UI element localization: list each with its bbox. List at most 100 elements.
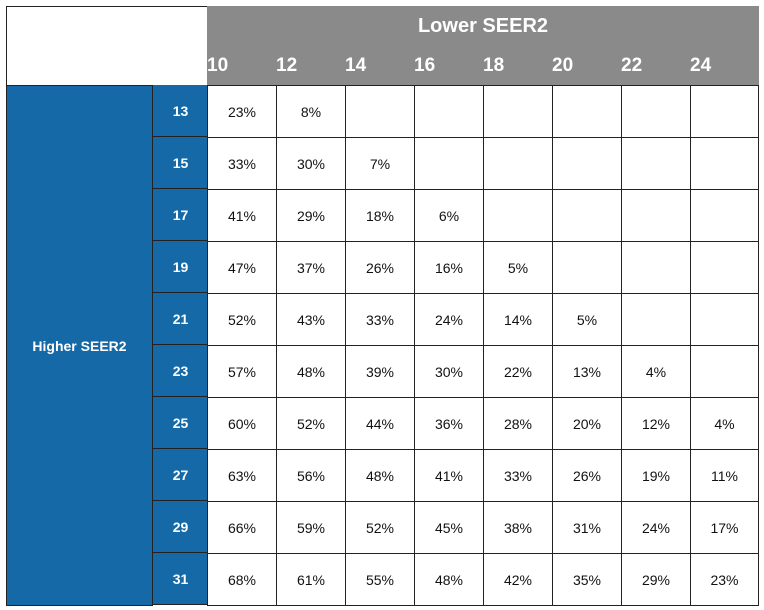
value-cell: 12% xyxy=(621,397,691,450)
value-cell: 35% xyxy=(552,553,622,606)
value-cell: 48% xyxy=(414,553,484,606)
value-cell: 26% xyxy=(345,241,415,294)
value-cell: 7% xyxy=(345,137,415,190)
row-label: 13 xyxy=(152,85,208,137)
empty-cell xyxy=(483,85,553,138)
column-label: 22 xyxy=(621,55,643,76)
value-cell: 13% xyxy=(552,345,622,398)
value-cell: 18% xyxy=(345,189,415,242)
column-label: 14 xyxy=(345,55,367,76)
row-label: 27 xyxy=(152,449,208,501)
empty-cell xyxy=(690,137,759,190)
empty-cell xyxy=(690,241,759,294)
value-cell: 19% xyxy=(621,449,691,502)
value-cell: 42% xyxy=(483,553,553,606)
row-label: 29 xyxy=(152,501,208,553)
value-cell: 47% xyxy=(207,241,277,294)
value-cell: 33% xyxy=(207,137,277,190)
empty-cell xyxy=(621,293,691,346)
column-label: 16 xyxy=(414,55,436,76)
empty-cell xyxy=(621,85,691,138)
value-cell: 68% xyxy=(207,553,277,606)
empty-cell xyxy=(552,241,622,294)
row-label: 15 xyxy=(152,137,208,189)
empty-cell xyxy=(690,293,759,346)
value-cell: 6% xyxy=(414,189,484,242)
value-cell: 29% xyxy=(276,189,346,242)
empty-cell xyxy=(552,137,622,190)
value-cell: 52% xyxy=(345,501,415,554)
empty-cell xyxy=(621,189,691,242)
value-cell: 29% xyxy=(621,553,691,606)
value-cell: 22% xyxy=(483,345,553,398)
value-cell: 26% xyxy=(552,449,622,502)
value-cell: 31% xyxy=(552,501,622,554)
value-cell: 37% xyxy=(276,241,346,294)
row-label: 17 xyxy=(152,189,208,241)
value-cell: 14% xyxy=(483,293,553,346)
value-cell: 4% xyxy=(690,397,759,450)
value-cell: 33% xyxy=(483,449,553,502)
empty-cell xyxy=(621,137,691,190)
value-cell: 16% xyxy=(414,241,484,294)
value-cell: 57% xyxy=(207,345,277,398)
value-cell: 5% xyxy=(552,293,622,346)
value-cell: 24% xyxy=(621,501,691,554)
row-label: 23 xyxy=(152,345,208,397)
value-cell: 11% xyxy=(690,449,759,502)
corner xyxy=(6,6,208,86)
value-cell: 41% xyxy=(414,449,484,502)
value-cell: 39% xyxy=(345,345,415,398)
value-cell: 38% xyxy=(483,501,553,554)
value-cell: 43% xyxy=(276,293,346,346)
value-cell: 36% xyxy=(414,397,484,450)
row-label: 25 xyxy=(152,397,208,449)
value-cell: 61% xyxy=(276,553,346,606)
empty-cell xyxy=(552,189,622,242)
value-cell: 30% xyxy=(414,345,484,398)
value-cell: 8% xyxy=(276,85,346,138)
empty-cell xyxy=(414,85,484,138)
value-cell: 20% xyxy=(552,397,622,450)
value-cell: 52% xyxy=(207,293,277,346)
empty-cell xyxy=(483,189,553,242)
value-cell: 52% xyxy=(276,397,346,450)
empty-cell xyxy=(552,85,622,138)
value-cell: 44% xyxy=(345,397,415,450)
value-cell: 30% xyxy=(276,137,346,190)
empty-cell xyxy=(621,241,691,294)
empty-cell xyxy=(483,137,553,190)
column-label: 12 xyxy=(276,55,298,76)
column-label: 18 xyxy=(483,55,505,76)
empty-cell xyxy=(690,345,759,398)
empty-cell xyxy=(690,85,759,138)
value-cell: 59% xyxy=(276,501,346,554)
value-cell: 63% xyxy=(207,449,277,502)
value-cell: 23% xyxy=(207,85,277,138)
value-cell: 55% xyxy=(345,553,415,606)
value-cell: 66% xyxy=(207,501,277,554)
value-cell: 48% xyxy=(345,449,415,502)
row-label: 19 xyxy=(152,241,208,293)
column-label: 20 xyxy=(552,55,574,76)
row-label: 31 xyxy=(152,553,208,605)
value-cell: 5% xyxy=(483,241,553,294)
value-cell: 41% xyxy=(207,189,277,242)
value-cell: 23% xyxy=(690,553,759,606)
value-cell: 28% xyxy=(483,397,553,450)
row-label: 21 xyxy=(152,293,208,345)
column-label: 24 xyxy=(690,55,712,76)
value-cell: 56% xyxy=(276,449,346,502)
value-cell: 33% xyxy=(345,293,415,346)
column-header: Lower SEER2 xyxy=(207,8,759,44)
value-cell: 4% xyxy=(621,345,691,398)
value-cell: 45% xyxy=(414,501,484,554)
value-cell: 60% xyxy=(207,397,277,450)
row-header: Higher SEER2 xyxy=(6,85,153,606)
empty-cell xyxy=(690,189,759,242)
column-label: 10 xyxy=(207,55,229,76)
empty-cell xyxy=(345,85,415,138)
value-cell: 17% xyxy=(690,501,759,554)
empty-cell xyxy=(414,137,484,190)
